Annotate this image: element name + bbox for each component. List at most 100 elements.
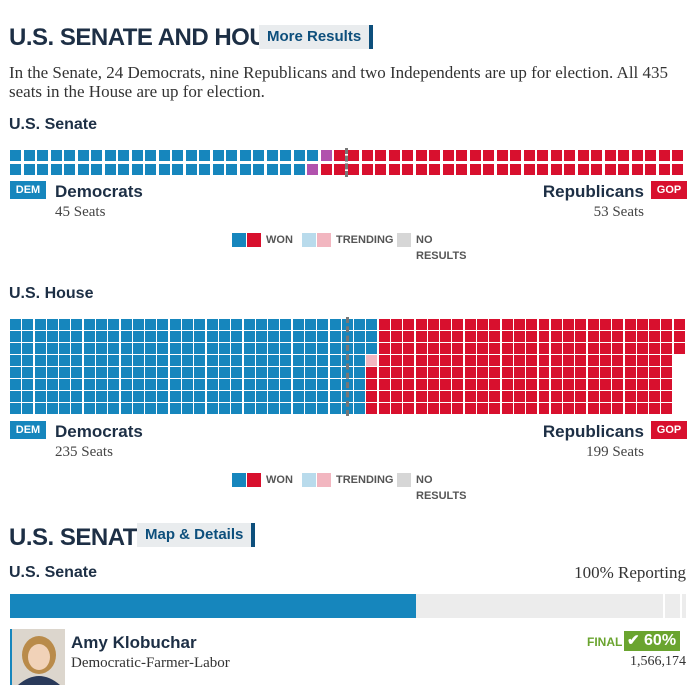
house-seat (120, 319, 132, 330)
house-seat (71, 379, 83, 390)
candidate-photo-icon (12, 629, 65, 685)
house-seat (329, 391, 341, 402)
house-seat (255, 379, 267, 390)
house-seat (366, 379, 378, 390)
house-seat (145, 319, 157, 330)
house-seat (489, 331, 501, 342)
results-bar (10, 594, 686, 618)
house-seat (120, 367, 132, 378)
house-seat (243, 343, 255, 354)
dem-badge: DEM (10, 181, 46, 199)
senate-seat (375, 150, 387, 161)
senate-seat (604, 164, 616, 175)
house-seat (83, 391, 95, 402)
house-seat (624, 379, 636, 390)
final-status: FINAL (587, 635, 623, 649)
house-seat (255, 403, 267, 414)
house-seat (366, 343, 378, 354)
house-seat (206, 391, 218, 402)
senate-seat (469, 150, 481, 161)
house-seat (477, 319, 489, 330)
house-seat (83, 331, 95, 342)
house-seat (292, 331, 304, 342)
house-seat (673, 319, 685, 330)
house-seat (391, 343, 402, 354)
house-seat (636, 319, 648, 330)
house-seat (317, 319, 329, 330)
house-seat (59, 331, 71, 342)
house-seat (587, 355, 599, 366)
house-seat (649, 403, 661, 414)
house-seat (427, 331, 439, 342)
house-seat (427, 379, 439, 390)
house-seat (587, 319, 599, 330)
house-seat (83, 379, 95, 390)
legend-no-results-swatch (397, 233, 411, 247)
senate-seat (631, 150, 643, 161)
house-seat (587, 391, 599, 402)
house-seat (501, 403, 513, 414)
senate-seat (293, 150, 305, 161)
house-seat (194, 355, 206, 366)
house-seat (489, 355, 501, 366)
house-seat (464, 355, 476, 366)
house-seat (563, 331, 575, 342)
house-seat (59, 391, 71, 402)
house-seat (157, 343, 169, 354)
house-seat (83, 367, 95, 378)
vote-count: 1,566,174 (630, 654, 686, 669)
house-seat (96, 367, 108, 378)
house-seat (440, 355, 452, 366)
legend-no-results-swatch (397, 473, 411, 487)
house-seat (59, 379, 71, 390)
house-seat (575, 367, 587, 378)
house-seat (34, 391, 46, 402)
results-bar-dem (10, 594, 416, 618)
house-seat (624, 367, 636, 378)
candidate-name[interactable]: Amy Klobuchar (71, 633, 197, 652)
house-seat (452, 379, 464, 390)
house-seat (182, 403, 194, 414)
house-seat (378, 367, 390, 378)
house-seat (538, 343, 550, 354)
house-seat (120, 391, 132, 402)
senate-seat-grid (10, 150, 686, 176)
house-seat (649, 379, 661, 390)
house-seat (22, 331, 34, 342)
house-seat (59, 403, 71, 414)
legend-trending-label: TRENDING (336, 234, 394, 246)
legend-trending-dem-swatch (302, 233, 316, 247)
senate-seat (212, 164, 224, 175)
house-seat (169, 367, 181, 378)
house-seat (636, 391, 648, 402)
house-seat (108, 331, 120, 342)
candidate-photo (10, 629, 65, 685)
legend-won-rep-swatch (247, 233, 261, 247)
senate-seat (388, 150, 400, 161)
house-seat (563, 319, 575, 330)
senate-section-title: U.S. SENATE (9, 524, 153, 551)
house-seat (292, 343, 304, 354)
house-seat (550, 379, 562, 390)
house-seat (255, 367, 267, 378)
house-seat (255, 355, 267, 366)
house-seat (624, 403, 636, 414)
house-seat (427, 355, 439, 366)
map-details-button[interactable]: Map & Details (137, 523, 256, 547)
senate-seat (158, 164, 170, 175)
house-seat (563, 355, 575, 366)
house-seat (46, 403, 58, 414)
house-seat (661, 319, 673, 330)
senate-seat (91, 164, 103, 175)
house-seat (538, 367, 550, 378)
house-seat (489, 403, 501, 414)
house-seat (22, 403, 34, 414)
senate-seat (631, 164, 643, 175)
house-seat (145, 355, 157, 366)
house-seat (501, 343, 513, 354)
more-results-button[interactable]: More Results (259, 25, 374, 49)
house-seat (10, 355, 21, 366)
senate-dem-seats: 45 Seats (55, 204, 106, 220)
house-seat (10, 391, 21, 402)
house-seat (280, 331, 292, 342)
